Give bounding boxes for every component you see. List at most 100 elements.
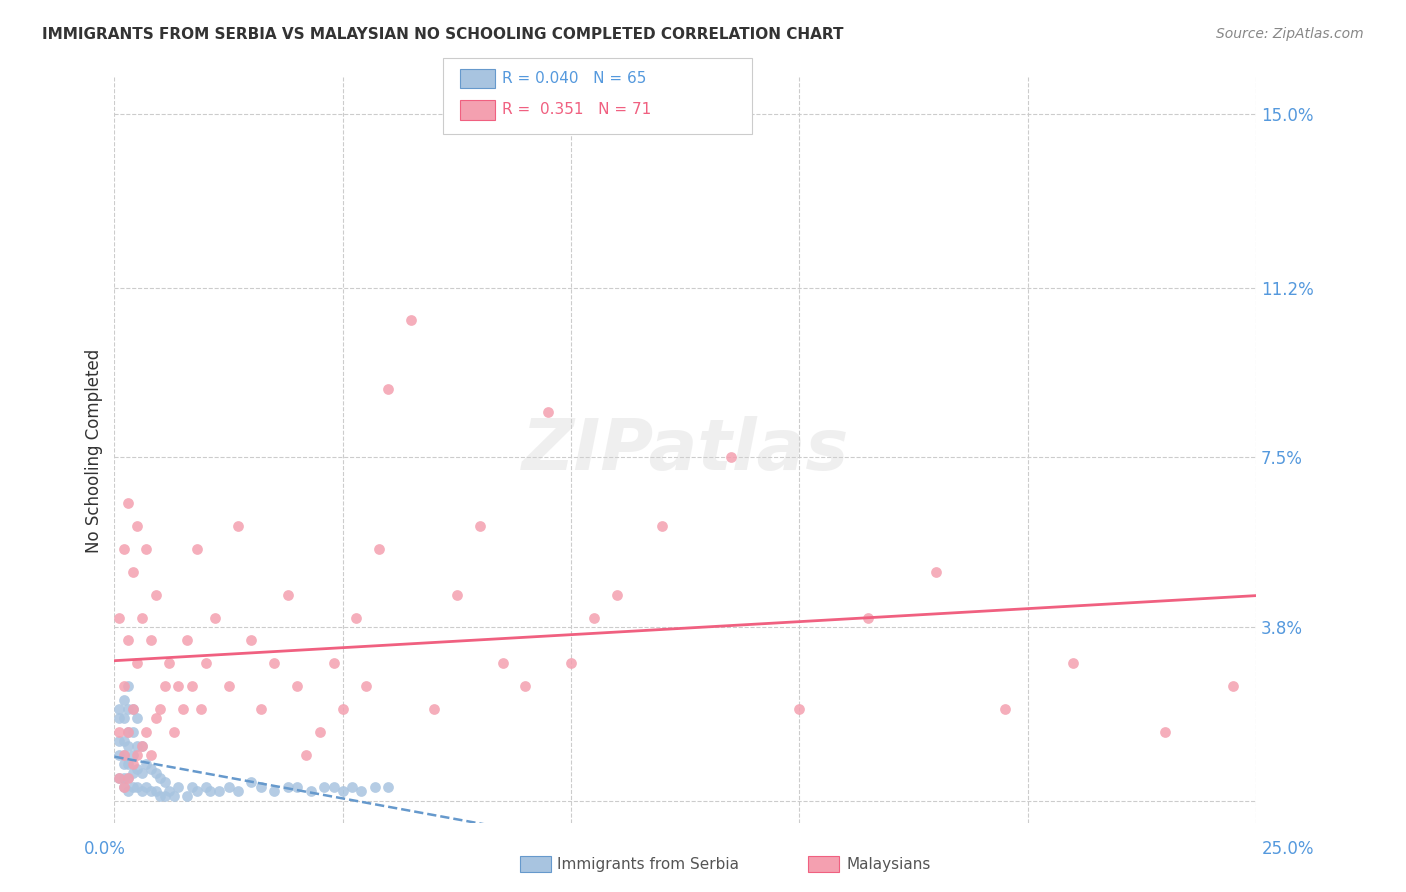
Point [112, 541, 135, 556]
Point [149, 702, 172, 716]
Point [340, 780, 363, 794]
Point [117, 771, 139, 785]
Point [117, 739, 139, 753]
Y-axis label: No Schooling Completed: No Schooling Completed [86, 349, 103, 552]
Point [108, 711, 131, 725]
Point [537, 404, 560, 418]
Point [108, 771, 131, 785]
Point [446, 588, 468, 602]
Point [139, 762, 162, 776]
Point [117, 633, 139, 648]
Point [176, 789, 198, 803]
Point [117, 702, 139, 716]
Point [121, 725, 143, 739]
Point [1222, 679, 1244, 693]
Point [145, 784, 167, 798]
Point [135, 756, 157, 771]
Text: Malaysians: Malaysians [846, 857, 931, 871]
Point [163, 725, 186, 739]
Point [1153, 725, 1175, 739]
Point [145, 588, 167, 602]
Point [856, 610, 879, 624]
Point [322, 780, 344, 794]
Point [153, 679, 176, 693]
Point [108, 771, 131, 785]
Point [157, 784, 180, 798]
Point [582, 610, 605, 624]
Point [108, 725, 131, 739]
Point [181, 679, 204, 693]
Point [135, 541, 157, 556]
Point [153, 775, 176, 789]
Point [117, 771, 139, 785]
Point [127, 519, 149, 533]
Point [720, 450, 742, 465]
Text: Immigrants from Serbia: Immigrants from Serbia [557, 857, 738, 871]
Point [127, 739, 149, 753]
Point [112, 780, 135, 794]
Point [117, 725, 139, 739]
Text: 25.0%: 25.0% [1263, 840, 1315, 858]
Point [925, 565, 948, 579]
Text: 0.0%: 0.0% [84, 840, 127, 858]
Point [346, 610, 368, 624]
Point [117, 784, 139, 798]
Point [149, 789, 172, 803]
Point [121, 565, 143, 579]
Point [1062, 657, 1084, 671]
Point [131, 784, 153, 798]
Point [377, 382, 399, 396]
Point [218, 679, 240, 693]
Point [218, 780, 240, 794]
Point [145, 766, 167, 780]
Point [332, 702, 354, 716]
Text: R =  0.351   N = 71: R = 0.351 N = 71 [502, 103, 651, 117]
Point [285, 780, 308, 794]
Point [194, 657, 217, 671]
Point [226, 519, 249, 533]
Point [112, 780, 135, 794]
Point [131, 610, 153, 624]
Point [186, 784, 208, 798]
Point [194, 780, 217, 794]
Point [181, 780, 204, 794]
Point [423, 702, 446, 716]
Point [167, 679, 190, 693]
Point [139, 784, 162, 798]
Point [606, 588, 628, 602]
Point [226, 784, 249, 798]
Point [139, 633, 162, 648]
Text: Source: ZipAtlas.com: Source: ZipAtlas.com [1216, 27, 1364, 41]
Point [200, 784, 222, 798]
Point [121, 702, 143, 716]
Point [121, 756, 143, 771]
Point [117, 756, 139, 771]
Point [263, 784, 285, 798]
Point [285, 679, 308, 693]
Point [127, 747, 149, 762]
Point [322, 657, 344, 671]
Point [157, 657, 180, 671]
Point [153, 789, 176, 803]
Point [332, 784, 354, 798]
Point [112, 693, 135, 707]
Point [651, 519, 673, 533]
Point [112, 747, 135, 762]
Point [263, 657, 285, 671]
Point [145, 711, 167, 725]
Point [131, 739, 153, 753]
Point [117, 679, 139, 693]
Point [240, 633, 263, 648]
Point [167, 780, 190, 794]
Text: IMMIGRANTS FROM SERBIA VS MALAYSIAN NO SCHOOLING COMPLETED CORRELATION CHART: IMMIGRANTS FROM SERBIA VS MALAYSIAN NO S… [42, 27, 844, 42]
Point [117, 496, 139, 510]
Point [127, 762, 149, 776]
Point [131, 766, 153, 780]
Point [172, 702, 194, 716]
Point [277, 588, 299, 602]
Point [127, 657, 149, 671]
Point [377, 780, 399, 794]
Point [121, 747, 143, 762]
Point [135, 725, 157, 739]
Point [399, 313, 422, 327]
